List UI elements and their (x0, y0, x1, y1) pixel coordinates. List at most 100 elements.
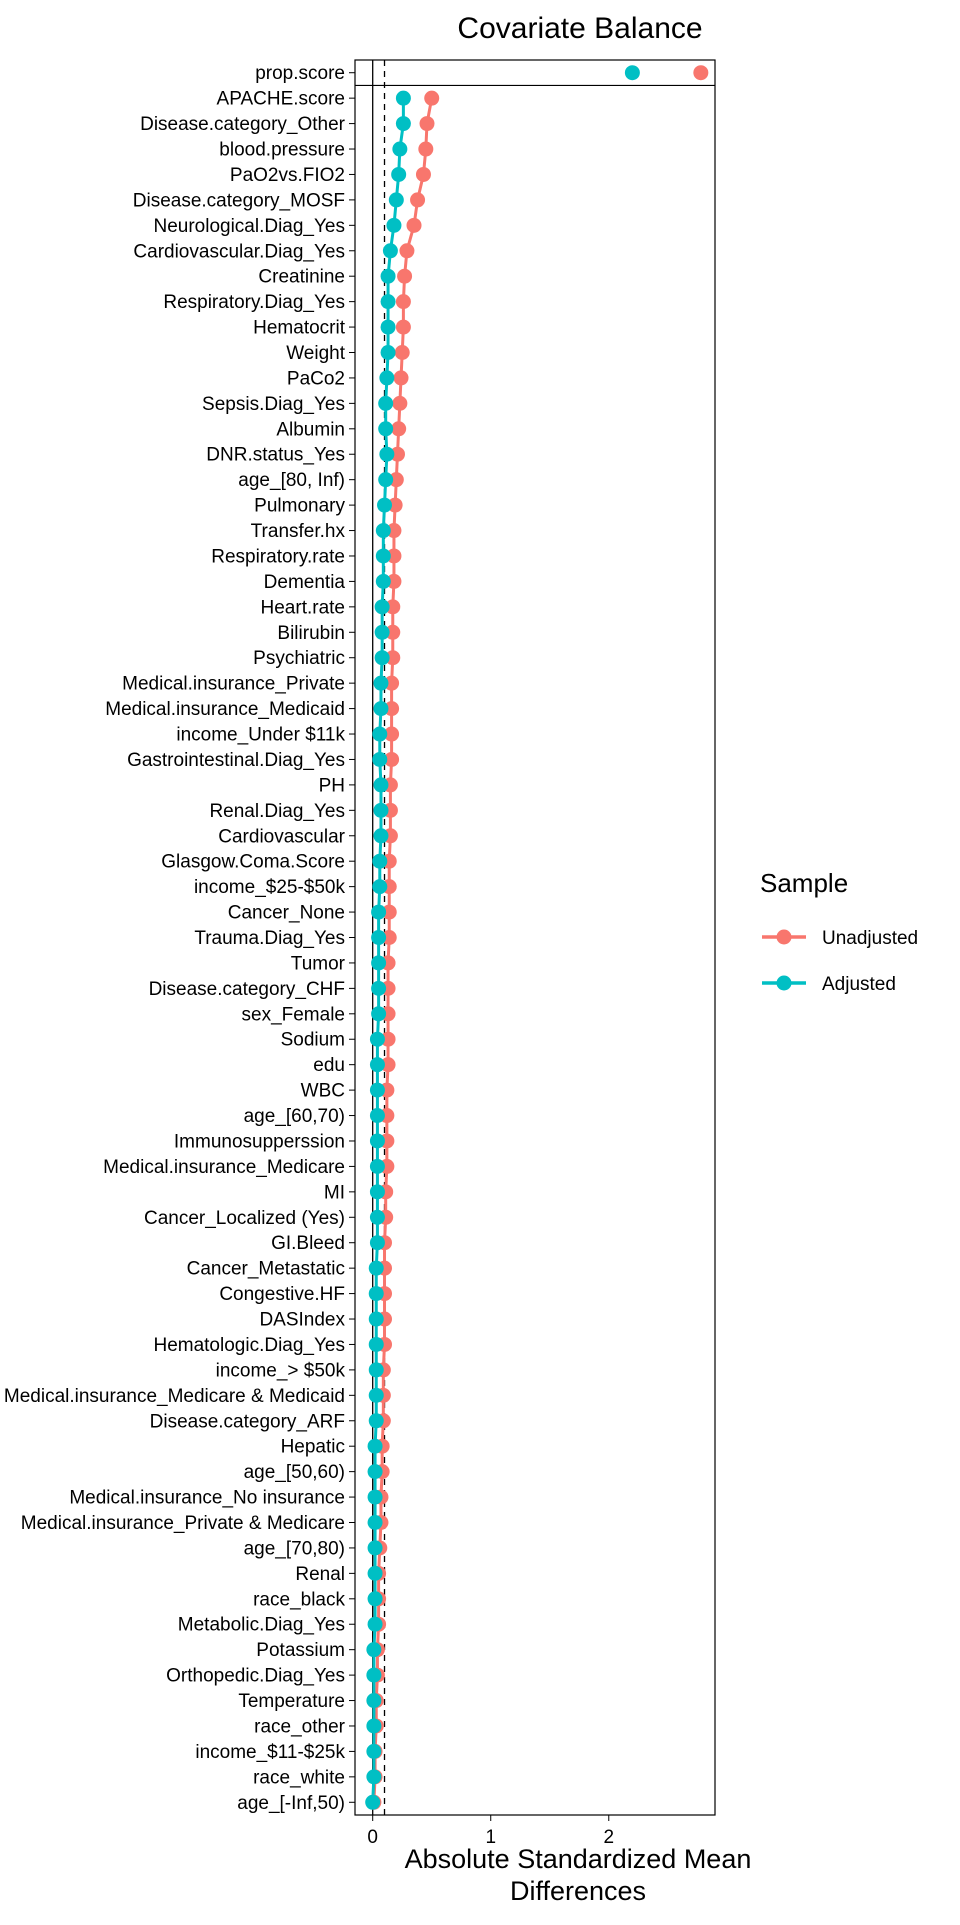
y-tick-label: race_black (253, 1589, 345, 1610)
y-tick-label: Hematocrit (253, 318, 346, 339)
y-tick-label: age_[70,80) (244, 1538, 345, 1559)
y-tick-label: Transfer.hx (251, 521, 346, 542)
y-tick-label: Respiratory.Diag_Yes (163, 292, 345, 313)
y-tick-label: Cancer_Localized (Yes) (144, 1208, 345, 1229)
y-tick-label: Disease.category_MOSF (133, 190, 345, 211)
point-adjusted-38 (369, 1031, 385, 1047)
point-unadjusted-18 (386, 523, 402, 539)
y-tick-label: Disease.category_ARF (150, 1411, 345, 1432)
y-tick-label: Medical.insurance_Medicare & Medicaid (4, 1386, 345, 1407)
point-adjusted-49 (368, 1311, 384, 1327)
point-adjusted-29 (373, 802, 389, 818)
point-adjusted-23 (374, 650, 390, 666)
point-unadjusted-11 (394, 345, 410, 360)
point-unadjusted-26 (384, 726, 400, 742)
y-tick-label: Cardiovascular (218, 826, 345, 847)
point-adjusted-15 (379, 446, 395, 462)
point-unadjusted-14 (391, 421, 407, 437)
point-unadjusted-9 (395, 294, 411, 310)
point-adjusted-0 (624, 65, 640, 81)
y-tick-label: Hematologic.Diag_Yes (153, 1335, 345, 1356)
point-adjusted-34 (371, 930, 387, 945)
y-tick-label: Disease.category_Other (140, 114, 346, 135)
y-tick-label: Bilirubin (277, 623, 345, 644)
point-adjusted-45 (369, 1209, 385, 1225)
y-tick-label: WBC (301, 1081, 345, 1102)
point-adjusted-43 (369, 1158, 385, 1174)
point-unadjusted-6 (406, 217, 422, 233)
point-unadjusted-34 (381, 930, 397, 945)
y-tick-label: prop.score (255, 63, 345, 84)
point-adjusted-9 (380, 294, 396, 310)
y-tick-label: Weight (286, 343, 346, 364)
point-adjusted-1 (395, 90, 411, 106)
point-adjusted-50 (368, 1336, 384, 1352)
point-unadjusted-39 (380, 1057, 396, 1073)
point-adjusted-48 (368, 1286, 384, 1302)
point-adjusted-19 (375, 548, 391, 564)
y-tick-label: Respiratory.rate (211, 546, 345, 567)
point-unadjusted-25 (384, 701, 400, 717)
y-tick-label: age_[50,60) (244, 1462, 345, 1483)
point-adjusted-47 (368, 1260, 384, 1276)
y-tick-label: age_[80, Inf) (238, 470, 345, 491)
x-tick-label: 1 (485, 1827, 496, 1848)
y-tick-label: Medical.insurance_Medicaid (105, 699, 345, 720)
y-tick-label: Metabolic.Diag_Yes (178, 1615, 345, 1636)
point-adjusted-56 (367, 1489, 383, 1505)
point-adjusted-25 (373, 701, 389, 717)
point-unadjusted-7 (399, 243, 415, 259)
y-tick-label: Sodium (281, 1030, 345, 1051)
y-tick-label: Medical.insurance_Private & Medicare (21, 1513, 345, 1534)
point-adjusted-16 (378, 472, 394, 488)
point-unadjusted-24 (384, 675, 400, 691)
y-tick-label: age_[-Inf,50) (237, 1793, 345, 1814)
point-adjusted-37 (371, 1006, 387, 1022)
y-tick-label: Neurological.Diag_Yes (153, 216, 345, 237)
point-adjusted-11 (380, 345, 396, 360)
point-adjusted-2 (395, 116, 411, 132)
y-tick-label: MI (324, 1182, 345, 1203)
point-unadjusted-19 (386, 548, 402, 564)
point-adjusted-52 (368, 1387, 384, 1403)
point-adjusted-57 (367, 1515, 383, 1530)
point-adjusted-40 (369, 1082, 385, 1098)
y-tick-label: age_[60,70) (244, 1106, 345, 1127)
y-tick-label: Medical.insurance_Private (122, 674, 345, 695)
point-adjusted-67 (366, 1769, 382, 1785)
y-tick-label: Trauma.Diag_Yes (194, 928, 345, 949)
x-tick-label: 0 (367, 1827, 378, 1848)
point-adjusted-27 (372, 751, 388, 767)
point-adjusted-62 (366, 1642, 382, 1658)
point-adjusted-44 (369, 1184, 385, 1200)
point-adjusted-12 (379, 370, 395, 386)
point-unadjusted-15 (389, 446, 405, 462)
point-adjusted-30 (373, 828, 389, 844)
point-unadjusted-38 (380, 1031, 396, 1047)
point-adjusted-68 (365, 1794, 381, 1810)
y-tick-label: Orthopedic.Diag_Yes (166, 1666, 345, 1687)
y-tick-label: PH (319, 775, 345, 796)
point-adjusted-31 (372, 853, 388, 869)
x-axis-label-line-0: Absolute Standardized Mean (405, 1844, 752, 1874)
point-unadjusted-0 (693, 65, 709, 81)
point-adjusted-35 (371, 955, 387, 971)
y-tick-label: Cancer_Metastatic (187, 1259, 345, 1280)
point-unadjusted-22 (385, 624, 401, 640)
y-tick-label: Renal (295, 1564, 345, 1585)
x-axis-label-line-1: Differences (510, 1876, 646, 1906)
point-adjusted-10 (380, 319, 396, 335)
point-adjusted-28 (373, 777, 389, 793)
y-tick-label: Tumor (291, 953, 346, 974)
point-adjusted-39 (369, 1057, 385, 1073)
y-tick-label: Sepsis.Diag_Yes (202, 394, 345, 415)
y-tick-label: Renal.Diag_Yes (209, 801, 345, 822)
point-adjusted-64 (366, 1693, 382, 1709)
y-tick-label: PaO2vs.FIO2 (230, 165, 345, 186)
point-adjusted-8 (380, 268, 396, 284)
point-adjusted-58 (367, 1540, 383, 1556)
y-tick-label: Albumin (276, 419, 345, 440)
point-unadjusted-5 (410, 192, 426, 208)
point-adjusted-17 (377, 497, 393, 513)
